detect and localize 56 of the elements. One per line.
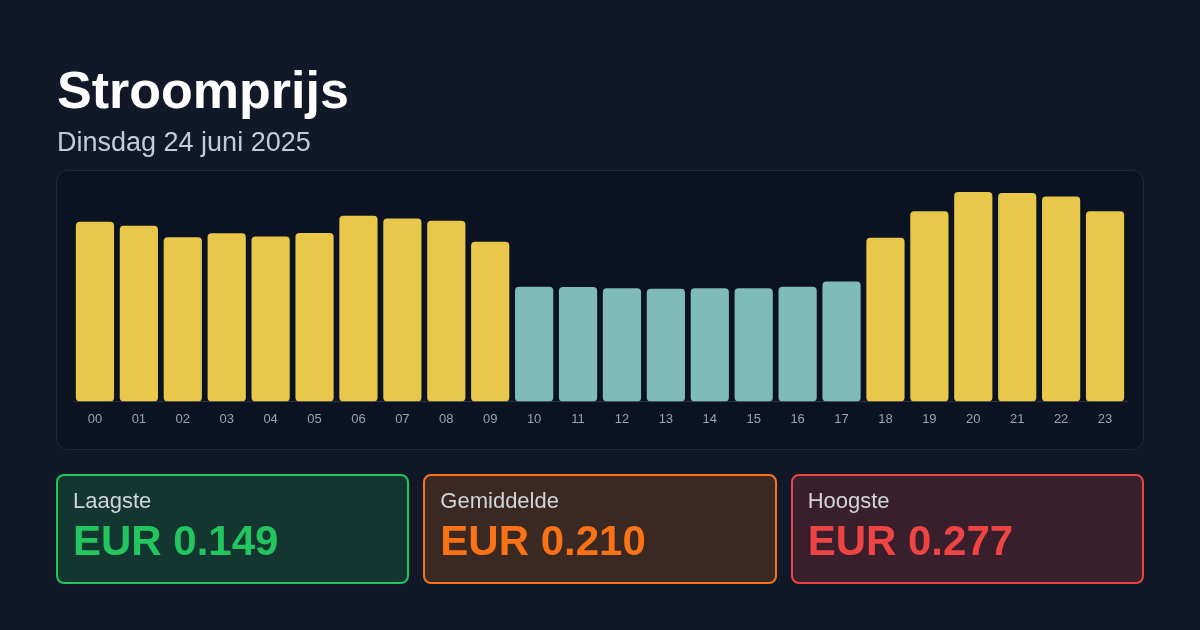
text: Hoogste: [807, 488, 890, 513]
bar: [734, 288, 773, 402]
x-tick-label: 19: [922, 410, 937, 426]
x-tick-label: 00: [87, 410, 103, 426]
x-tick-label: 02: [175, 410, 191, 426]
bar: [471, 241, 510, 402]
text: EUR 0.210: [440, 517, 646, 564]
bar: [778, 286, 817, 402]
chart-subtitle: Dinsdag 24 juni 2025: [57, 127, 311, 157]
bar: [119, 225, 158, 402]
bar: [602, 288, 642, 402]
x-tick-label: 06: [351, 410, 366, 426]
x-tick-label: 23: [1097, 410, 1113, 426]
bar: [822, 281, 861, 402]
bar: [339, 215, 378, 402]
x-tick-label: 01: [131, 410, 147, 426]
bar: [954, 192, 993, 402]
x-tick-label: 07: [395, 410, 410, 426]
text: EUR 0.149: [73, 517, 279, 564]
x-tick-label: 15: [746, 410, 761, 426]
x-tick-label: 17: [834, 410, 849, 426]
bar: [295, 233, 334, 402]
bar: [910, 211, 949, 402]
x-tick-label: 20: [966, 410, 981, 426]
bar: [163, 237, 202, 402]
x-tick-label: 11: [571, 410, 585, 426]
x-tick-label: 18: [878, 410, 893, 426]
x-tick-label: 16: [790, 410, 805, 426]
x-tick-label: 08: [439, 410, 454, 426]
x-tick-label: 21: [1009, 410, 1025, 426]
bar: [646, 288, 685, 402]
x-tick-label: 12: [614, 410, 630, 426]
bar: [1042, 196, 1081, 402]
bar: [427, 220, 466, 402]
bar: [251, 236, 290, 402]
bar: [558, 287, 598, 402]
x-tick-label: 03: [219, 410, 234, 426]
bar: [866, 237, 905, 402]
x-tick-label: 14: [702, 410, 718, 426]
bar: [1085, 211, 1125, 402]
text: EUR 0.277: [807, 517, 1014, 564]
x-tick-label: 04: [263, 410, 278, 426]
x-tick-label: 13: [658, 410, 674, 426]
bar: [515, 286, 554, 402]
bar: [690, 288, 729, 402]
bar: [207, 233, 246, 402]
x-tick-label: 10: [526, 410, 542, 426]
bar: [383, 218, 422, 402]
chart-title: Stroomprijs: [57, 61, 349, 119]
x-tick-label: 05: [307, 410, 322, 426]
text: Laagste: [73, 488, 152, 513]
x-tick-label: 09: [482, 410, 498, 426]
bar: [75, 221, 115, 402]
bar: [998, 193, 1037, 402]
text: Gemiddelde: [440, 488, 559, 513]
x-tick-label: 22: [1053, 410, 1069, 426]
